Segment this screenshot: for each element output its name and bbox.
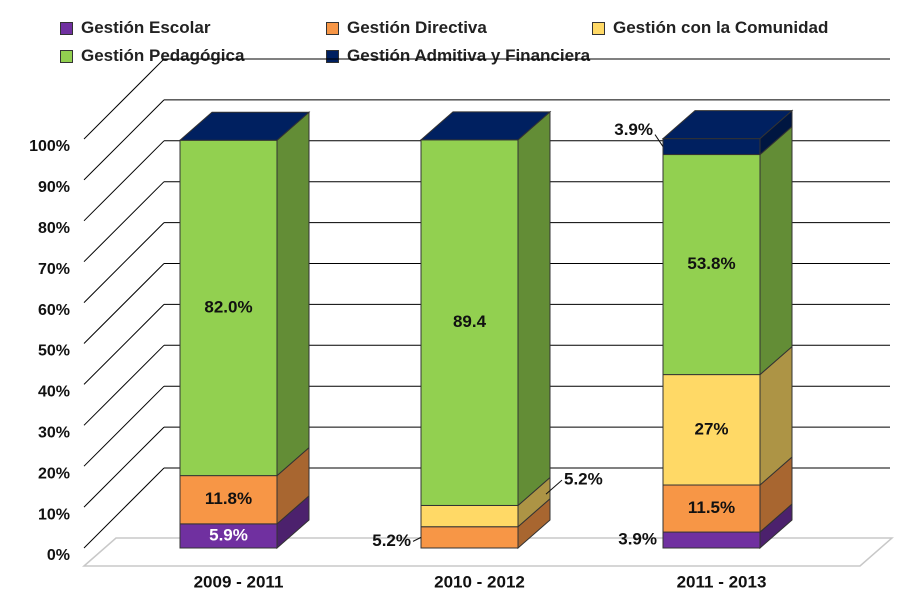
bar-top-face	[178, 111, 311, 141]
bar-segment	[662, 374, 761, 486]
bar-segment	[662, 138, 761, 156]
x-tick-label: 2010 - 2012	[434, 572, 525, 591]
data-label: 82.0%	[204, 297, 252, 316]
y-tick-label: 60%	[38, 302, 70, 319]
data-label: 89.4	[453, 312, 487, 331]
legend-label: Gestión Pedagógica	[81, 46, 245, 65]
bar-top-face	[419, 111, 552, 141]
data-label: 27%	[694, 419, 728, 438]
data-label: 5.9%	[209, 525, 248, 544]
data-label: 53.8%	[687, 254, 735, 273]
legend: Gestión Escolar Gestión Directiva Gestió…	[60, 14, 880, 70]
legend-swatch	[60, 21, 73, 35]
bar-segment	[179, 139, 278, 477]
y-tick-label: 0%	[47, 547, 70, 564]
legend-item-gestion-directiva: Gestión Directiva	[326, 18, 487, 38]
bar-segment	[420, 504, 519, 528]
gridline-diagonal	[83, 140, 165, 222]
bar-segment	[179, 475, 278, 525]
gridline-diagonal	[83, 263, 165, 344]
data-label: 11.5%	[688, 498, 735, 517]
y-tick-label: 50%	[38, 343, 70, 360]
x-tick-label: 2009 - 2011	[194, 572, 284, 591]
bar-segment-side	[517, 110, 551, 507]
bar-segment	[662, 484, 761, 533]
data-label: 11.8%	[205, 489, 252, 508]
label-leader	[545, 479, 563, 495]
legend-item-gestion-escolar: Gestión Escolar	[60, 18, 210, 38]
gridline-diagonal	[83, 385, 165, 467]
y-tick-label: 20%	[38, 465, 70, 482]
legend-swatch	[60, 49, 73, 63]
gridline-diagonal	[83, 99, 165, 181]
gridline-diagonal	[83, 58, 165, 140]
legend-swatch	[592, 21, 605, 35]
legend-label: Gestión con la Comunidad	[613, 18, 829, 37]
bar-segment	[662, 154, 761, 376]
gridline-diagonal	[83, 304, 165, 385]
bar-segment-side	[759, 125, 793, 376]
bar-segment-side	[276, 111, 310, 477]
bar-top-face	[661, 110, 794, 140]
gridline-diagonal	[83, 181, 165, 263]
legend-item-gestion-pedagogica: Gestión Pedagógica	[60, 46, 244, 66]
x-tick-label: 2011 - 2013	[677, 572, 767, 591]
y-tick-label: 10%	[38, 506, 70, 523]
bar-segment	[662, 531, 761, 549]
y-tick-label: 80%	[38, 220, 70, 237]
y-tick-label: 90%	[38, 179, 70, 196]
gridline-diagonal	[83, 426, 165, 508]
label-leader	[412, 536, 422, 542]
data-label: 5.2%	[564, 470, 603, 489]
y-tick-label: 100%	[29, 138, 70, 155]
gridline-diagonal	[83, 344, 165, 426]
data-label: 3.9%	[618, 530, 657, 549]
bar-segment	[420, 526, 519, 549]
legend-label: Gestión Escolar	[81, 18, 211, 37]
y-tick-label: 40%	[38, 384, 70, 401]
chart-floor	[82, 537, 894, 567]
y-tick-label: 70%	[38, 261, 70, 278]
gridline-diagonal	[83, 467, 165, 549]
legend-label: Gestión Directiva	[347, 18, 487, 37]
bar-segment	[420, 139, 519, 506]
y-tick-label: 30%	[38, 425, 70, 442]
gridline-diagonal	[83, 222, 165, 303]
legend-label: Gestión Admitiva y Financiera	[347, 46, 591, 65]
data-label: 3.9%	[614, 120, 653, 139]
legend-item-gestion-comunidad: Gestión con la Comunidad	[592, 18, 828, 38]
data-label: 5.2%	[372, 531, 411, 550]
legend-swatch	[326, 21, 339, 35]
label-leader	[654, 134, 664, 147]
